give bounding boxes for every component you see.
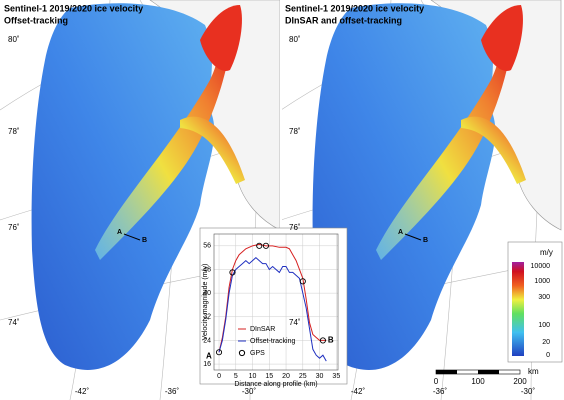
- gps-point: [215, 349, 223, 356]
- scale-label: 200: [513, 377, 527, 386]
- lon-label: -30˚: [242, 387, 257, 396]
- legend-symbol: [238, 349, 246, 357]
- lon-label: -36˚: [165, 387, 180, 396]
- point-b: B: [142, 237, 147, 244]
- y-tick-label: 16: [203, 361, 211, 368]
- panel-subtitle: DInSAR and offset-tracking: [285, 15, 402, 25]
- lat-label: 76˚: [289, 223, 301, 232]
- lon-label: -42˚: [75, 387, 90, 396]
- scale-unit: km: [528, 367, 539, 376]
- x-tick-label: 0: [217, 373, 221, 380]
- plot-frame: [213, 233, 339, 371]
- colorbar-label: 0: [546, 352, 550, 359]
- series-line: [218, 256, 327, 362]
- y-axis-label: Velocity magnitude (m/y): [202, 264, 209, 341]
- legend-label: GPS: [250, 350, 265, 357]
- colorbar: m/y: [507, 241, 563, 363]
- gps-point: [319, 337, 326, 344]
- start-label: A: [206, 351, 212, 360]
- point-a: A: [117, 229, 122, 236]
- lat-label: 80˚: [8, 35, 20, 44]
- x-tick-label: 5: [234, 373, 238, 380]
- y-tick-label: 48: [203, 266, 211, 273]
- x-axis-label: Distance along profile (km): [234, 381, 317, 388]
- x-tick-label: 15: [265, 373, 273, 380]
- panel-subtitle: Offset-tracking: [4, 15, 68, 25]
- panel-title: Sentinel-1 2019/2020 ice velocity: [285, 3, 424, 13]
- x-tick-label: 10: [249, 373, 257, 380]
- series-line: [218, 243, 327, 353]
- x-tick-label: 30: [316, 373, 324, 380]
- profile: [404, 233, 422, 241]
- legend-label: Offset-tracking: [250, 338, 295, 345]
- y-tick-label: 32: [203, 314, 211, 321]
- profile: [123, 233, 141, 241]
- gps-point: [256, 242, 263, 249]
- gps-point: [299, 278, 306, 285]
- gps-point: [262, 242, 269, 249]
- colorbar-gradient: [512, 262, 524, 356]
- colorbar-label: 20: [542, 339, 550, 346]
- y-tick-label: 40: [203, 290, 211, 297]
- lon-label: -30˚: [521, 387, 536, 396]
- scale-label: 100: [471, 377, 485, 386]
- lat-label: 74˚: [289, 318, 301, 327]
- legend-label: DInSAR: [250, 326, 275, 333]
- colorbar-label: 1000: [534, 278, 550, 285]
- lat-label: 78˚: [289, 127, 301, 136]
- inset-bg: [199, 227, 348, 385]
- lat-label: 74˚: [8, 318, 20, 327]
- scalebar: km: [435, 367, 539, 376]
- lon-label: -36˚: [433, 387, 448, 396]
- colorbar-label: 300: [538, 294, 550, 301]
- x-tick-label: 25: [299, 373, 307, 380]
- scale-label: 0: [434, 377, 439, 386]
- panel-title: Sentinel-1 2019/2020 ice velocity: [4, 3, 143, 13]
- colorbar-label: 10000: [531, 263, 551, 270]
- lat-label: 76˚: [8, 223, 20, 232]
- y-tick-label: 56: [203, 243, 211, 250]
- inset-chart: 16 24 32 40 48 56 0 5 10 15 20 25 30 35 Distance along…: [199, 227, 348, 388]
- lon-label: -42˚: [351, 387, 366, 396]
- point-a: A: [398, 229, 403, 236]
- end-label: B: [328, 336, 334, 345]
- lat-label: 80˚: [289, 35, 301, 44]
- colorbar-label: 100: [538, 322, 550, 329]
- y-tick-label: 24: [203, 337, 211, 344]
- colorbar-unit: m/y: [540, 248, 553, 257]
- lat-label: 78˚: [8, 127, 20, 136]
- x-tick-label: 35: [332, 373, 340, 380]
- x-tick-label: 20: [282, 373, 290, 380]
- gps-point: [229, 269, 236, 276]
- point-b: B: [423, 237, 428, 244]
